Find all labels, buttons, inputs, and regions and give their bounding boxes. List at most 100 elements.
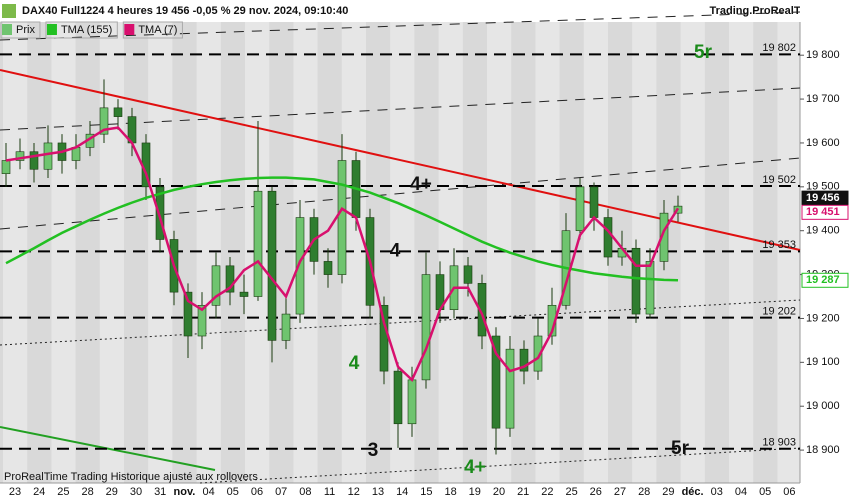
legend-box (0, 21, 41, 39)
candle-body (211, 265, 221, 306)
y-tick-label: 19 800 (806, 49, 840, 61)
level-label: 19 353 (762, 239, 796, 251)
x-tick-label: 06 (783, 486, 795, 498)
level-label: 19 802 (762, 42, 796, 54)
legend-label: TMA (7) (138, 24, 177, 36)
candle-body (659, 212, 669, 262)
price-marker-label: 19 451 (806, 206, 840, 218)
x-tick-label: 07 (275, 486, 287, 498)
price-marker (801, 204, 849, 220)
x-tick-label: 08 (299, 486, 311, 498)
annotation: 5r (694, 42, 713, 63)
legend-label: TMA (155) (61, 24, 112, 36)
price-marker-label: 19 287 (806, 274, 840, 286)
x-tick-label: déc. (682, 486, 704, 498)
x-tick-label: 12 (348, 486, 360, 498)
candle-body (421, 274, 431, 381)
y-tick-label: 19 700 (806, 93, 840, 105)
y-tick-label: 19 000 (806, 400, 840, 412)
x-tick-label: 05 (759, 486, 771, 498)
legend-label: Prix (16, 24, 35, 36)
candle-body (603, 217, 613, 258)
candle-body (197, 304, 207, 337)
axis-area (800, 0, 850, 500)
candle-body (225, 265, 235, 293)
day-band (51, 22, 76, 483)
x-tick-label: 19 (469, 486, 481, 498)
candle-body (155, 186, 165, 240)
legend-swatch (46, 24, 57, 35)
x-tick-label: 20 (493, 486, 505, 498)
day-band (438, 22, 463, 483)
trend-line (0, 426, 216, 471)
annotation: 5r (671, 438, 690, 459)
x-tick-label: 25 (565, 486, 577, 498)
y-tick-label: 19 600 (806, 137, 840, 149)
candle-body (253, 190, 263, 297)
annotation: 3 (368, 440, 379, 461)
candle-body (1, 160, 11, 174)
chart-title: DAX40 Full1224 4 heures 19 456 -0,05 % 2… (22, 5, 348, 17)
candle-body (281, 313, 291, 341)
day-band (729, 22, 754, 483)
candle-body (589, 186, 599, 218)
x-tick-label: 22 (541, 486, 553, 498)
candle-body (295, 217, 305, 315)
candle-body (533, 335, 543, 372)
annotation: 4 (390, 240, 401, 261)
candle-body (393, 370, 403, 425)
x-tick-label: 13 (372, 486, 384, 498)
x-tick-label: 21 (517, 486, 529, 498)
x-tick-label: 05 (227, 486, 239, 498)
trend-line (199, 447, 801, 484)
price-marker-label: 19 456 (806, 192, 840, 204)
trend-line (0, 157, 801, 230)
logo-icon (2, 4, 16, 18)
legend-swatch (2, 24, 12, 35)
candle-body (43, 142, 53, 170)
candle-body (463, 265, 473, 284)
candle-body (337, 160, 347, 275)
x-tick-label: 11 (324, 486, 335, 498)
x-tick-label: 04 (202, 486, 214, 498)
annotation: 4 (349, 353, 360, 374)
x-tick-label: 04 (735, 486, 747, 498)
candle-body (267, 190, 277, 341)
indicator-line (5, 126, 680, 382)
candle-body (99, 107, 109, 135)
candle-body (407, 379, 417, 425)
candle-body (477, 283, 487, 337)
indicator-line (5, 176, 679, 282)
y-tick-label: 19 200 (806, 312, 840, 324)
x-tick-label: 29 (662, 486, 674, 498)
x-tick-label: nov. (174, 486, 196, 498)
x-tick-label: 15 (420, 486, 432, 498)
x-tick-label: 30 (130, 486, 142, 498)
y-tick-label: 18 900 (806, 444, 840, 456)
candle-body (491, 335, 501, 429)
level-label: 19 202 (762, 305, 796, 317)
day-band (99, 22, 124, 483)
annotation: 4+ (410, 174, 432, 195)
price-marker (801, 272, 849, 288)
x-tick-label: 14 (396, 486, 408, 498)
candle-body (575, 186, 585, 232)
x-tick-label: 06 (251, 486, 263, 498)
candle-body (29, 151, 39, 170)
trend-line (0, 299, 801, 346)
x-tick-label: 23 (9, 486, 21, 498)
legend-box (122, 21, 183, 39)
y-tick-label: 19 500 (806, 181, 840, 193)
x-tick-label: 25 (57, 486, 69, 498)
candle-body (631, 247, 641, 315)
y-tick-label: 19 100 (806, 356, 840, 368)
x-tick-label: 26 (590, 486, 602, 498)
legend-swatch (124, 24, 135, 35)
candle-body (15, 151, 25, 161)
x-tick-label: 24 (33, 486, 45, 498)
candle-body (505, 348, 515, 429)
y-tick-label: 19 400 (806, 225, 840, 237)
day-band (3, 22, 28, 483)
trend-line (0, 11, 801, 41)
